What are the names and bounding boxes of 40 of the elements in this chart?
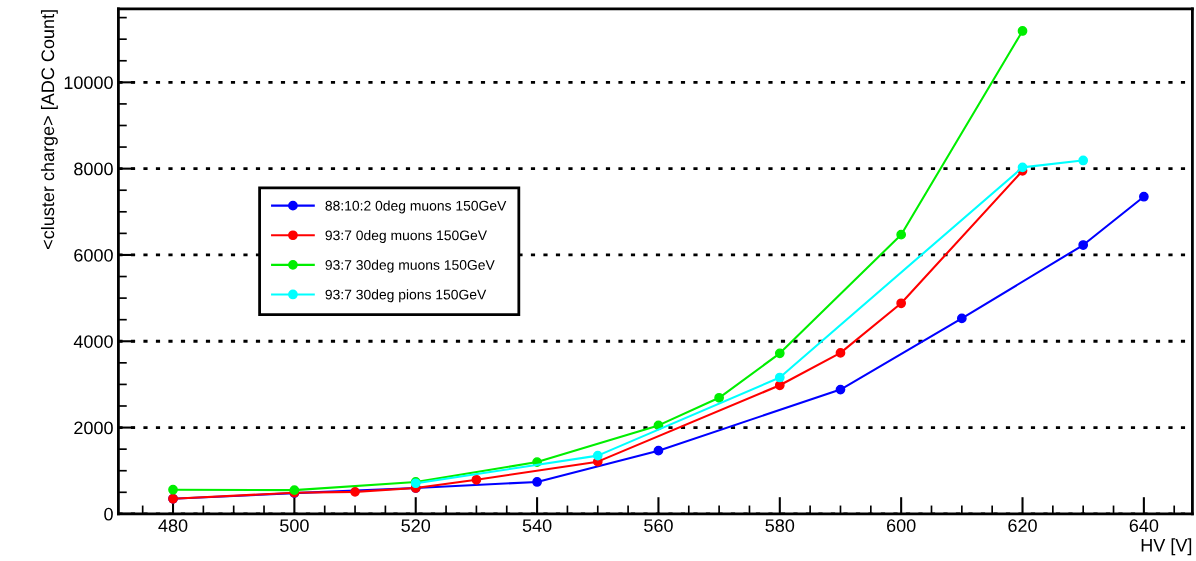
y-tick-label: 2000: [74, 421, 113, 435]
legend-label: 88:10:2 0deg muons 150GeV: [325, 200, 507, 214]
point: [774, 380, 785, 391]
point: [1139, 191, 1149, 202]
x-tick-label: 500: [280, 519, 309, 532]
point: [168, 484, 178, 495]
x-tick-label: 640: [1129, 519, 1159, 532]
point: [714, 392, 724, 403]
point: [1078, 155, 1089, 166]
legend-label: 93:7 0deg muons 150GeV: [325, 230, 487, 243]
point: [592, 450, 603, 461]
point: [835, 348, 846, 358]
x-tick-label: 620: [1008, 519, 1037, 532]
point: [350, 487, 360, 497]
point: [1017, 26, 1028, 36]
point: [532, 477, 542, 487]
y-tick-label: 0: [104, 507, 113, 521]
point: [896, 298, 907, 309]
point: [835, 384, 846, 395]
legend-label: 93:7 30deg pions 150GeV: [325, 289, 487, 303]
point: [774, 372, 785, 383]
point: [471, 474, 482, 485]
point: [774, 348, 785, 359]
legend-label: 93:7 30deg muons 150GeV: [325, 259, 495, 273]
y-tick-label: 4000: [73, 335, 113, 348]
x-tick-label: 480: [158, 519, 188, 532]
x-tick-label: 600: [887, 519, 916, 532]
point: [1078, 240, 1089, 250]
point: [653, 445, 664, 456]
y-tick-label: 10000: [64, 76, 113, 90]
x-axis-title: HV [V]: [1141, 538, 1192, 556]
y-tick-label: 6000: [74, 248, 113, 262]
x-tick-label: 520: [401, 519, 431, 532]
point: [896, 229, 907, 240]
y-tick-label: 8000: [74, 162, 113, 176]
x-tick-label: 560: [644, 519, 673, 532]
point: [956, 313, 967, 324]
x-tick-label: 540: [522, 519, 552, 532]
y-axis-title: <cluster charge> [ADC Count]: [40, 10, 58, 249]
x-tick-label: 580: [765, 519, 795, 532]
